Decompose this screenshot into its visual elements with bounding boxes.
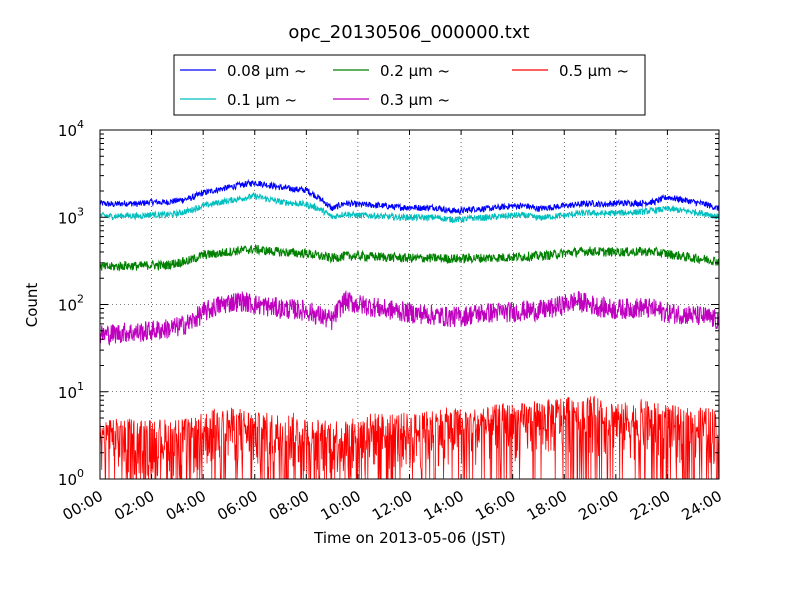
series-line-0 bbox=[99, 178, 720, 216]
x-tick-label: 08:00 bbox=[266, 487, 312, 524]
x-tick-label: 00:00 bbox=[60, 487, 106, 524]
x-tick-label: 14:00 bbox=[421, 487, 467, 524]
y-tick-label: 101 bbox=[58, 380, 84, 402]
series-line-2 bbox=[99, 243, 720, 272]
x-tick-label: 20:00 bbox=[575, 487, 621, 524]
x-tick-label: 22:00 bbox=[627, 487, 673, 524]
x-tick-label: 12:00 bbox=[369, 487, 415, 524]
x-tick-label: 02:00 bbox=[111, 487, 157, 524]
legend-label-3: 0.3 μm ~ bbox=[380, 91, 450, 109]
y-tick-label: 102 bbox=[58, 293, 84, 315]
y-axis-title: Count bbox=[23, 283, 41, 328]
legend-label-2: 0.2 μm ~ bbox=[380, 62, 450, 80]
legend: 0.08 μm ~ 0.1 μm ~ 0.2 μm ~ 0.3 μm ~ 0.5 μm … bbox=[173, 54, 646, 116]
legend-label-1: 0.1 μm ~ bbox=[227, 91, 297, 109]
y-tick-label: 103 bbox=[58, 205, 84, 227]
x-tick-label: 24:00 bbox=[679, 487, 725, 524]
x-axis-title: Time on 2013-05-06 (JST) bbox=[313, 529, 506, 547]
x-tick-label: 16:00 bbox=[472, 487, 518, 524]
x-tick-label: 18:00 bbox=[524, 487, 570, 524]
y-tick-label: 100 bbox=[58, 467, 84, 489]
chart-title: opc_20130506_000000.txt bbox=[288, 22, 529, 43]
legend-label-4: 0.5 μm ~ bbox=[559, 62, 629, 80]
series-layer bbox=[99, 178, 720, 480]
x-tick-label: 10:00 bbox=[317, 487, 363, 524]
legend-label-0: 0.08 μm ~ bbox=[227, 62, 307, 80]
series-line-4 bbox=[99, 395, 720, 480]
series-line-3 bbox=[99, 290, 720, 346]
x-tick-label: 04:00 bbox=[163, 487, 209, 524]
x-tick-label: 06:00 bbox=[214, 487, 260, 524]
series-line-1 bbox=[99, 191, 720, 224]
y-tick-label: 104 bbox=[58, 118, 84, 140]
legend-box bbox=[173, 54, 646, 116]
